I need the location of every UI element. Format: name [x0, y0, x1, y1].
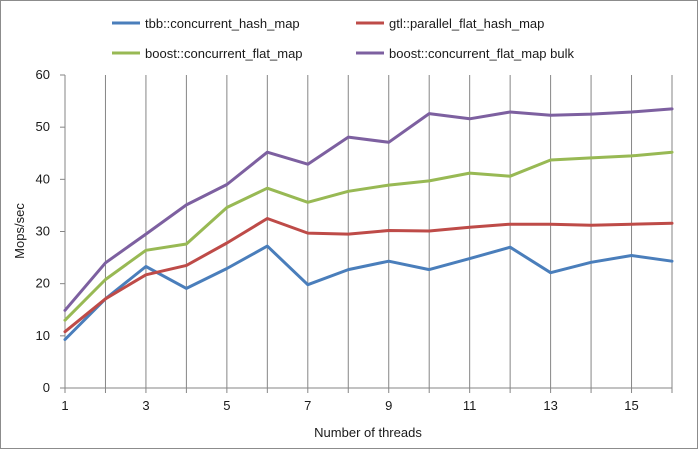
x-tick-label: 1 [61, 398, 68, 413]
series-line-3 [63, 150, 674, 322]
legend-label-1: tbb::concurrent_hash_map [145, 16, 300, 31]
legend-label-4: boost::concurrent_flat_map bulk [389, 46, 574, 61]
x-tick-label: 13 [543, 398, 557, 413]
legend: tbb::concurrent_hash_map gtl::parallel_fl… [112, 16, 574, 61]
legend-label-3: boost::concurrent_flat_map [145, 46, 303, 61]
series-line-1 [63, 244, 674, 341]
grid-lines [104, 75, 673, 388]
series-lines [63, 107, 674, 341]
y-tick-label: 10 [36, 328, 50, 343]
legend-label-2: gtl::parallel_flat_hash_map [389, 16, 544, 31]
x-tick-label: 5 [223, 398, 230, 413]
y-tick-label: 0 [43, 380, 50, 395]
y-tick-label: 60 [36, 67, 50, 82]
y-tick-label: 40 [36, 171, 50, 186]
x-axis-title: Number of threads [314, 425, 422, 440]
y-tick-label: 30 [36, 224, 50, 239]
series-line-2 [63, 217, 674, 334]
x-tick-label: 9 [385, 398, 392, 413]
series-line-4 [63, 107, 674, 312]
x-tick-label: 7 [304, 398, 311, 413]
x-tick-label: 3 [142, 398, 149, 413]
y-tick-label: 50 [36, 119, 50, 134]
y-tick-label: 20 [36, 276, 50, 291]
x-tick-label: 15 [624, 398, 638, 413]
y-axis-title: Mops/sec [12, 203, 27, 259]
x-tick-label: 11 [463, 398, 477, 413]
